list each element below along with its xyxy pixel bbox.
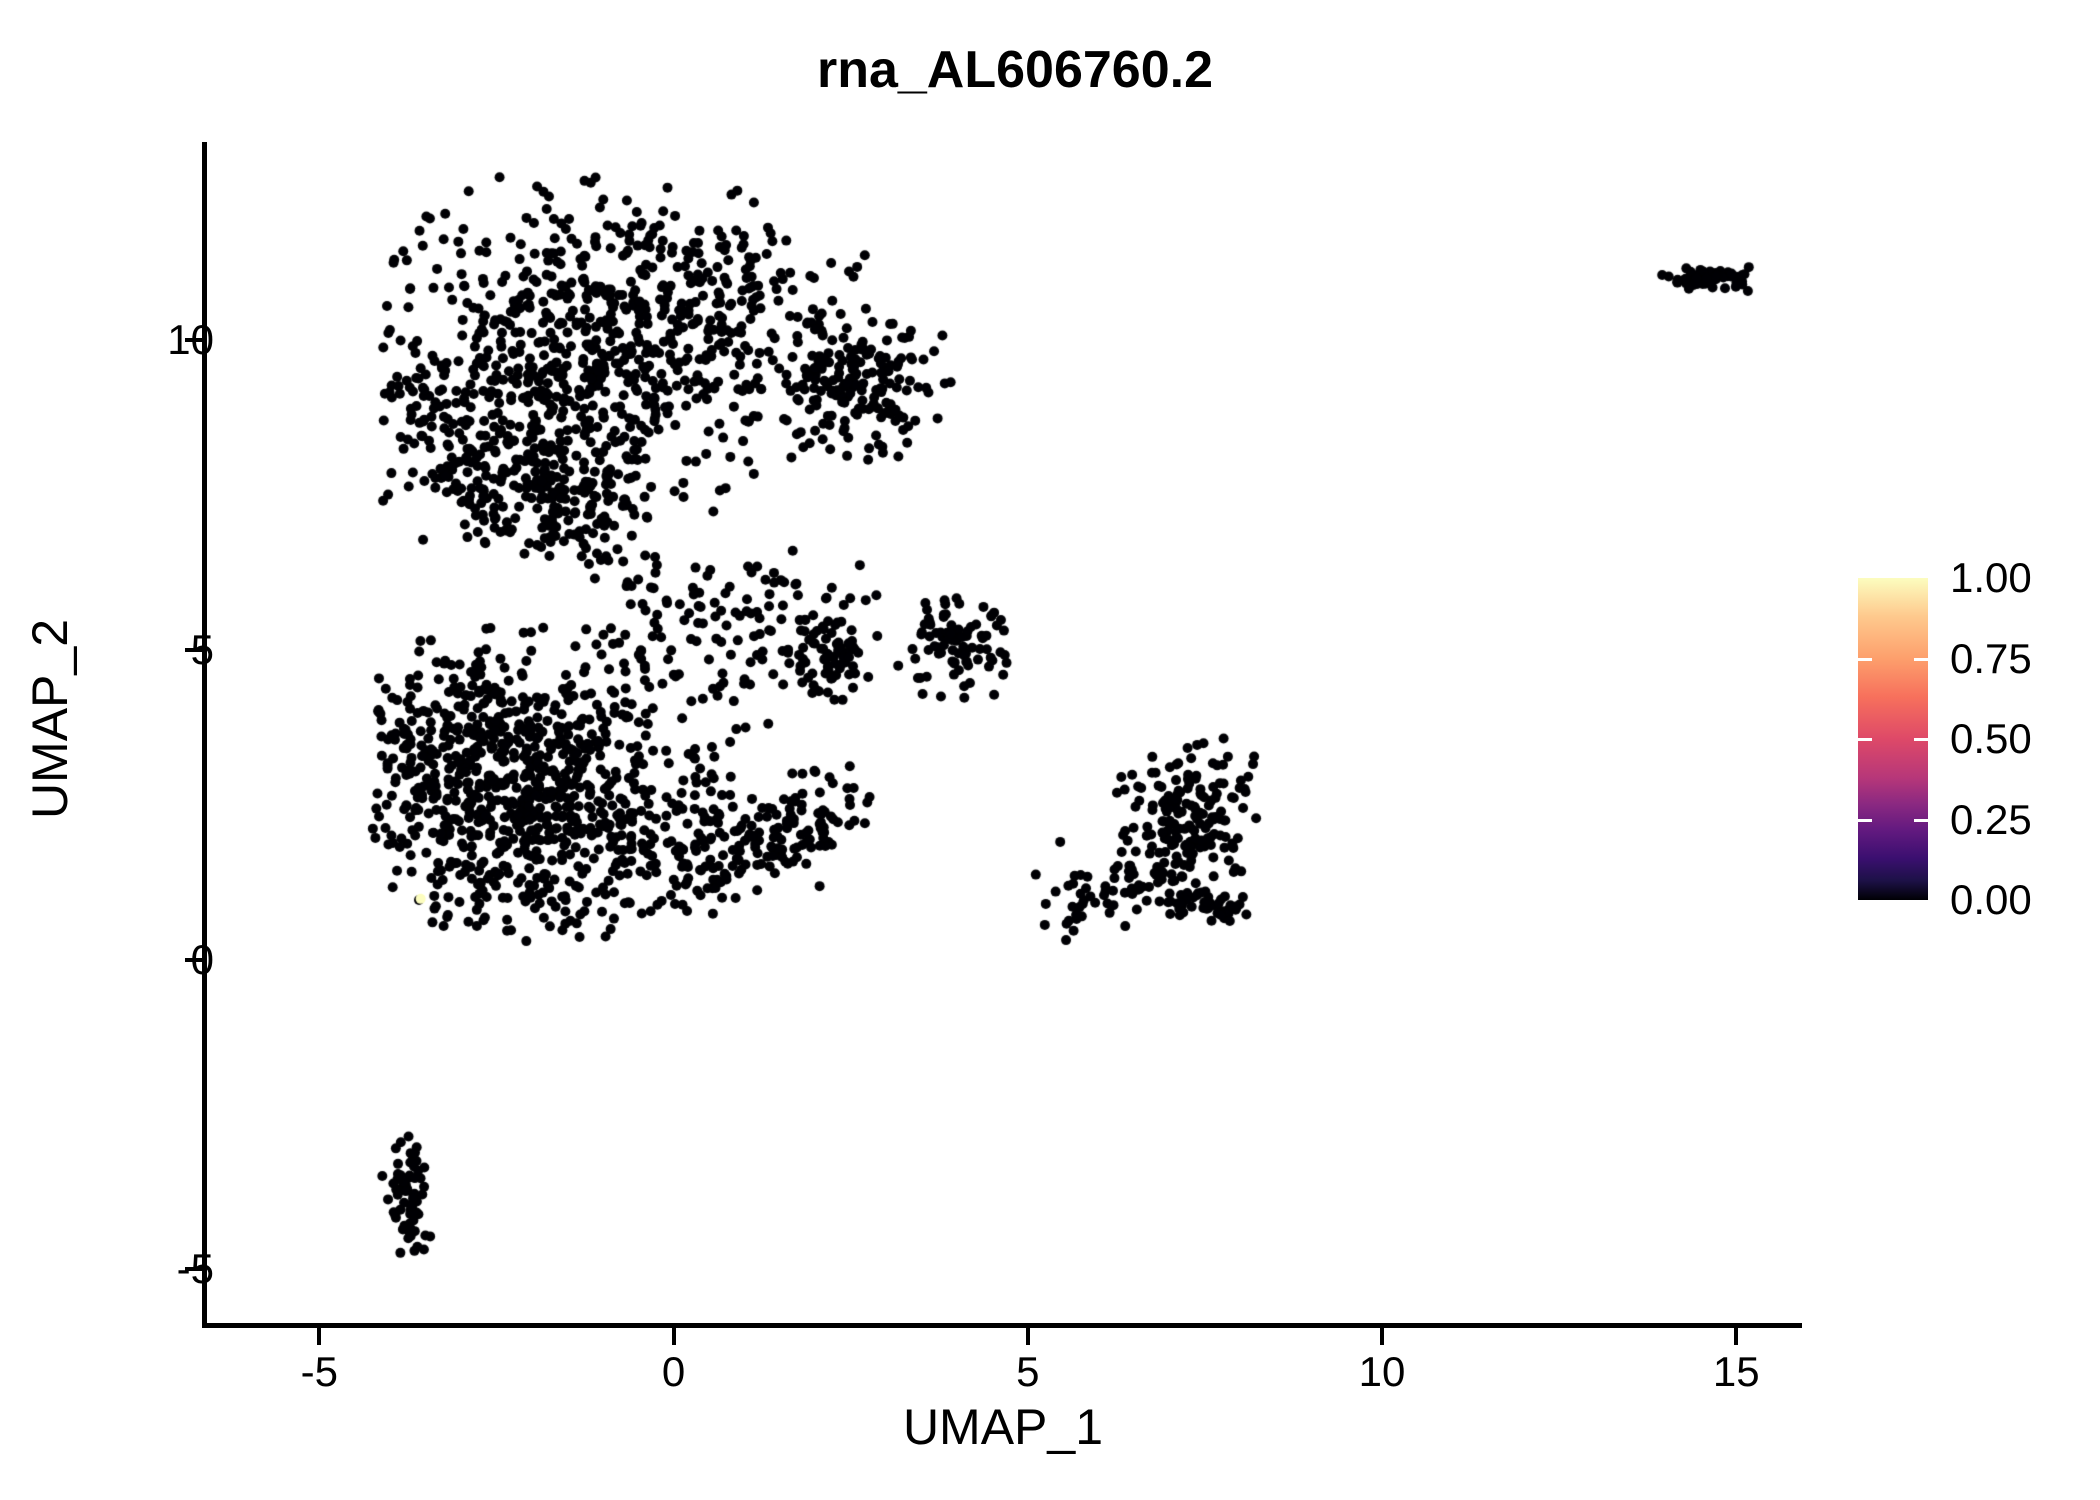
y-tick-label: -5: [176, 1245, 214, 1293]
x-tick-mark: [1380, 1328, 1385, 1345]
colorbar-tick-label: 1.00: [1950, 554, 2032, 601]
x-tick-label: 15: [1712, 1348, 1760, 1395]
x-tick-mark: [671, 1328, 676, 1345]
x-tick-mark: [1025, 1328, 1030, 1345]
x-tick-label: 0: [661, 1348, 686, 1395]
colorbar-tick-label: 0.50: [1950, 715, 2032, 762]
colorbar-tick-mark: [1914, 818, 1928, 822]
y-axis-title: UMAP_2: [22, 618, 78, 820]
y-tick-label: 5: [190, 625, 214, 673]
colorbar-tick-mark: [1858, 738, 1872, 741]
colorbar-tick-mark: [1858, 657, 1872, 661]
y-axis-line: [202, 142, 207, 1328]
y-tick-mark: [185, 1267, 202, 1272]
y-tick-mark: [185, 957, 202, 962]
colorbar-tick-label: 0.00: [1950, 876, 2032, 923]
x-tick-label: 5: [1016, 1348, 1040, 1395]
page-title: rna_AL606760.2: [816, 41, 1214, 99]
y-tick-label: 0: [190, 935, 214, 983]
colorbar-tick-mark: [1914, 657, 1928, 661]
colorbar-gradient: [1858, 578, 1928, 900]
y-tick-label: 10: [167, 316, 214, 364]
colorbar-tick-mark: [1858, 818, 1872, 822]
x-tick-label: -5: [300, 1348, 339, 1395]
x-tick-label: 10: [1358, 1348, 1406, 1395]
colorbar-tick-label: 0.75: [1950, 634, 2032, 682]
x-axis-title: UMAP_1: [902, 1399, 1104, 1455]
scatter-plot-panel: [206, 142, 1800, 1325]
colorbar-tick-label: 0.25: [1950, 795, 2032, 843]
y-tick-mark: [185, 338, 202, 343]
y-tick-mark: [185, 647, 202, 652]
x-axis-line: [202, 1323, 1802, 1328]
x-tick-mark: [1734, 1328, 1739, 1345]
scatter-points-canvas: [206, 142, 1800, 1325]
x-tick-mark: [317, 1328, 322, 1345]
colorbar-tick-mark: [1914, 738, 1928, 741]
colorbar-legend: 1.00 0.75 0.50 0.25 0.00: [1858, 554, 2032, 923]
